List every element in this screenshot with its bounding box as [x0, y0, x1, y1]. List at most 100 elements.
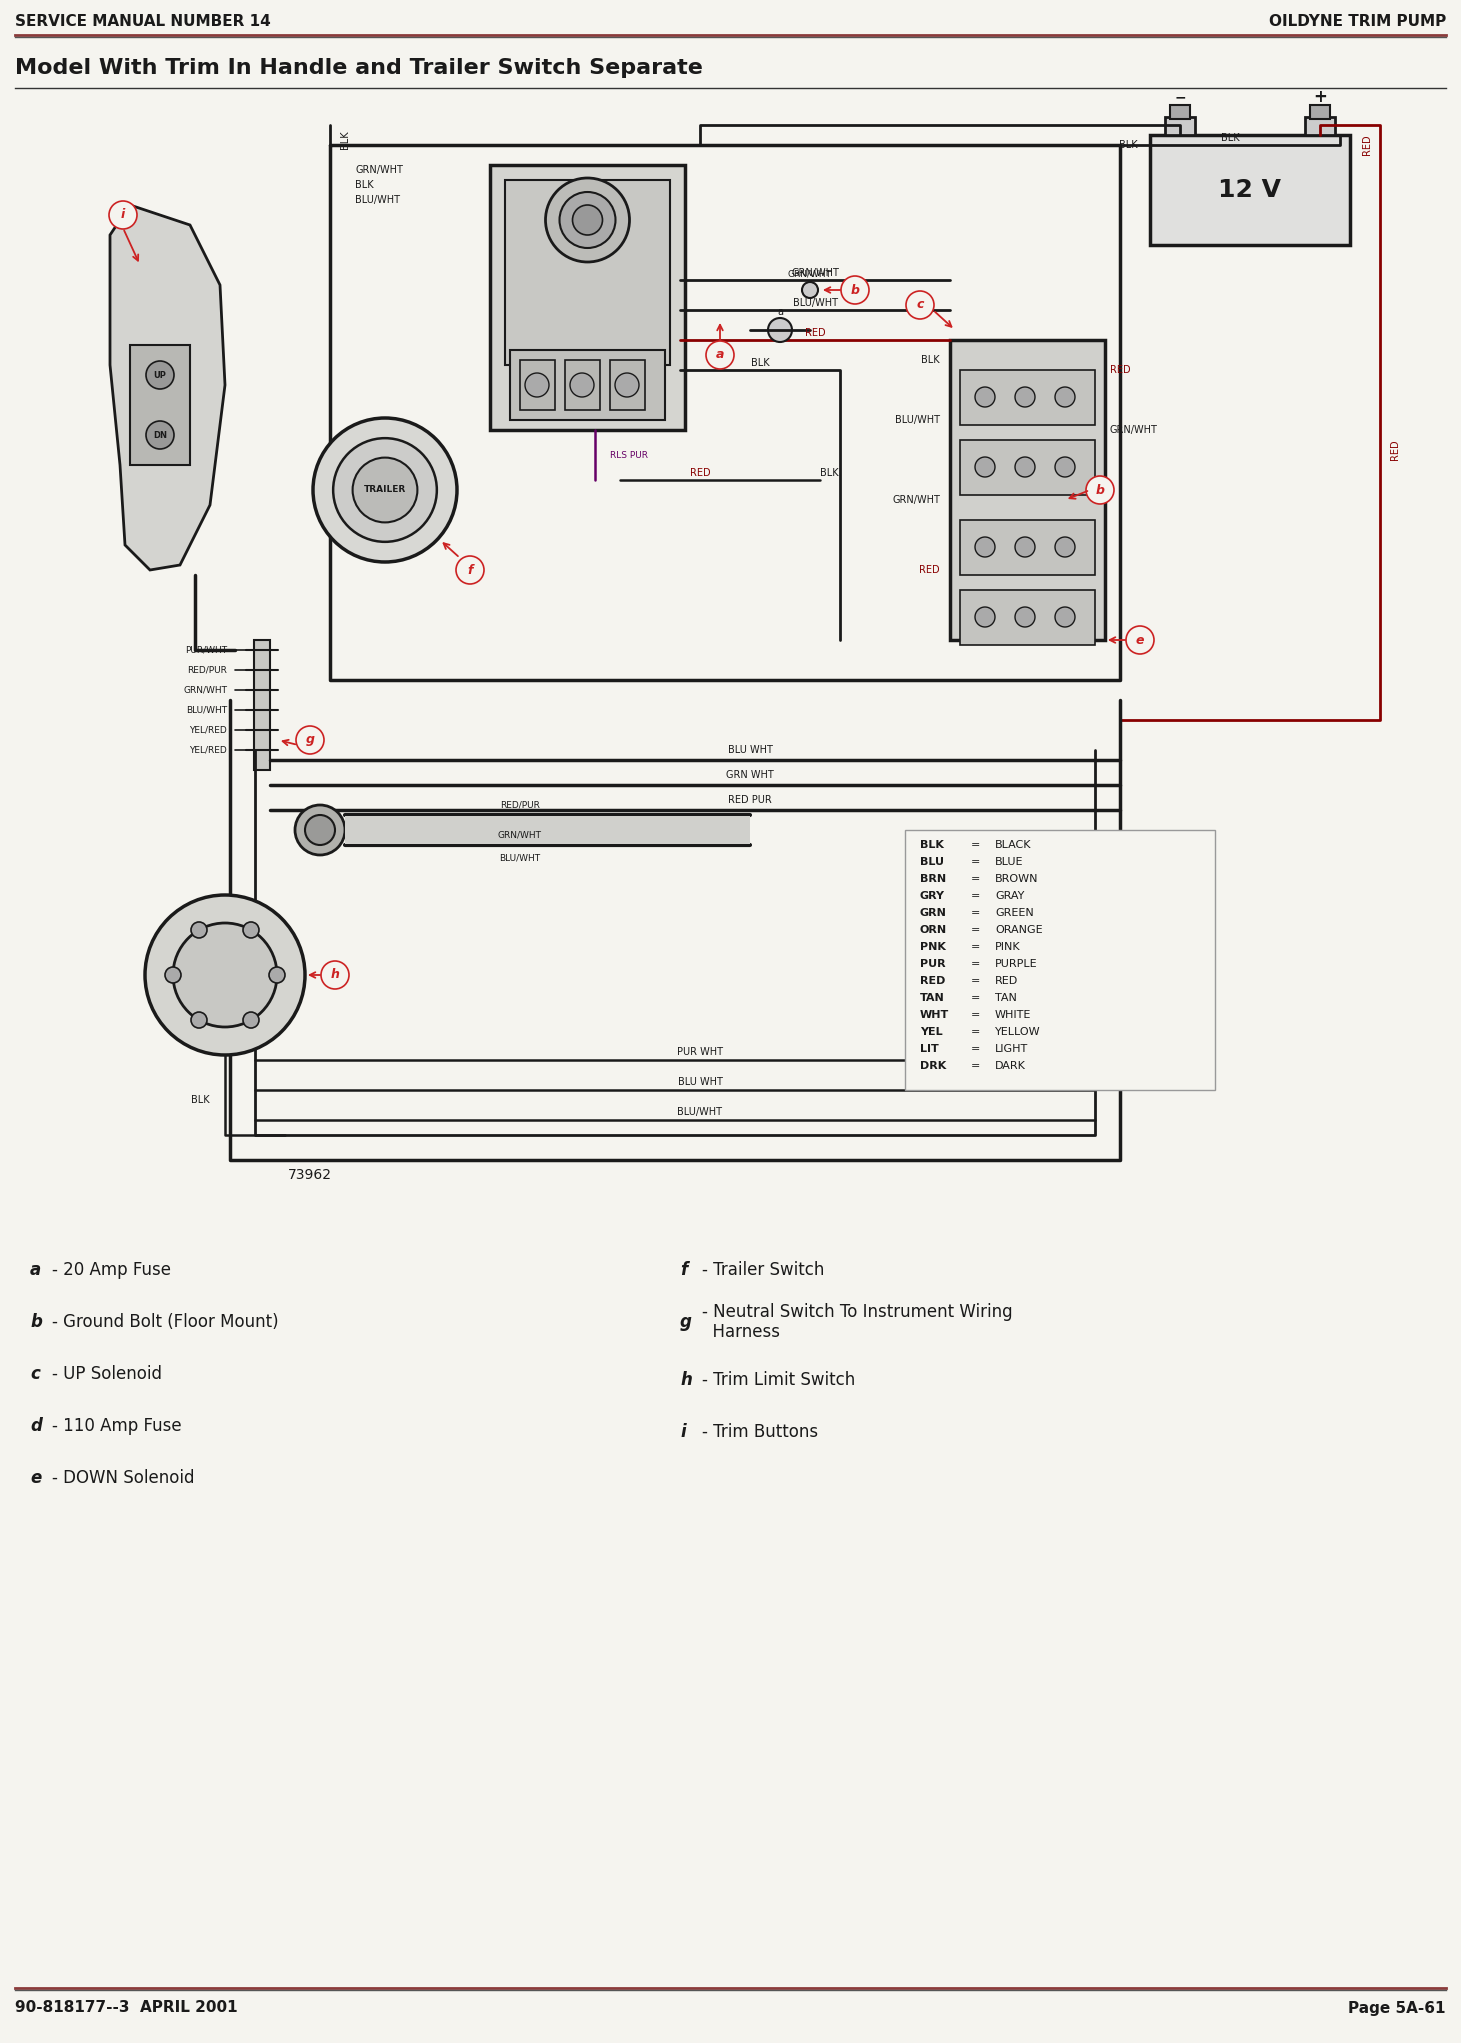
- Text: RED: RED: [1110, 366, 1131, 376]
- Text: h: h: [330, 968, 339, 981]
- Text: BLU WHT: BLU WHT: [728, 746, 773, 756]
- Text: GRN/WHT: GRN/WHT: [787, 270, 831, 278]
- Circle shape: [243, 1011, 259, 1028]
- Circle shape: [768, 319, 792, 341]
- Text: TRAILER: TRAILER: [364, 486, 406, 494]
- Circle shape: [165, 966, 181, 983]
- Circle shape: [1015, 386, 1034, 407]
- Text: TAN: TAN: [920, 993, 945, 1003]
- Text: e: e: [1135, 633, 1144, 646]
- Circle shape: [1055, 458, 1075, 476]
- Text: =: =: [970, 977, 980, 987]
- Text: =: =: [970, 942, 980, 952]
- Circle shape: [1086, 476, 1113, 505]
- Bar: [904, 829, 1216, 1091]
- Text: b: b: [1096, 484, 1105, 496]
- Text: =: =: [970, 874, 980, 885]
- Text: a: a: [777, 306, 783, 317]
- Text: WHT: WHT: [920, 1009, 950, 1019]
- Circle shape: [974, 607, 995, 627]
- Polygon shape: [110, 204, 225, 570]
- Bar: [960, 370, 1094, 425]
- Circle shape: [706, 341, 733, 370]
- Text: GRN/WHT: GRN/WHT: [1110, 425, 1159, 435]
- Text: g: g: [305, 733, 314, 746]
- Bar: [345, 815, 749, 844]
- Text: 90-818177--3  APRIL 2001: 90-818177--3 APRIL 2001: [15, 2000, 238, 2016]
- Text: =: =: [970, 907, 980, 917]
- Text: PUR WHT: PUR WHT: [676, 1046, 723, 1056]
- Text: GRN WHT: GRN WHT: [726, 770, 774, 780]
- Text: BLU/WHT: BLU/WHT: [792, 298, 837, 308]
- Circle shape: [1015, 458, 1034, 476]
- Text: BLU/WHT: BLU/WHT: [355, 194, 400, 204]
- Text: =: =: [970, 840, 980, 850]
- Text: PURPLE: PURPLE: [995, 958, 1037, 968]
- Text: YEL/RED: YEL/RED: [190, 725, 226, 735]
- Circle shape: [906, 290, 934, 319]
- Text: - Trim Buttons: - Trim Buttons: [701, 1424, 818, 1440]
- Text: BLK: BLK: [191, 1095, 210, 1105]
- Text: GRN: GRN: [920, 907, 947, 917]
- Bar: [611, 360, 644, 411]
- Text: GRN/WHT: GRN/WHT: [893, 494, 939, 505]
- Text: 73962: 73962: [288, 1169, 332, 1183]
- Text: BLUE: BLUE: [995, 856, 1024, 866]
- Text: =: =: [970, 925, 980, 936]
- Text: RED: RED: [690, 468, 710, 478]
- Circle shape: [1055, 537, 1075, 558]
- Bar: [960, 521, 1094, 574]
- Circle shape: [570, 374, 595, 396]
- Text: GRN/WHT: GRN/WHT: [790, 268, 839, 278]
- Text: h: h: [679, 1371, 693, 1389]
- Circle shape: [321, 960, 349, 989]
- Circle shape: [146, 421, 174, 449]
- Text: =: =: [970, 1028, 980, 1038]
- Text: DARK: DARK: [995, 1060, 1026, 1071]
- Text: - 110 Amp Fuse: - 110 Amp Fuse: [53, 1418, 181, 1434]
- Text: +: +: [1313, 88, 1327, 106]
- Bar: [1150, 135, 1350, 245]
- Circle shape: [269, 966, 285, 983]
- Circle shape: [615, 374, 638, 396]
- Text: - Ground Bolt (Floor Mount): - Ground Bolt (Floor Mount): [53, 1314, 279, 1330]
- Text: BLK: BLK: [1221, 133, 1239, 143]
- Text: BLU: BLU: [920, 856, 944, 866]
- Text: YELLOW: YELLOW: [995, 1028, 1040, 1038]
- Bar: [130, 345, 190, 466]
- Bar: [960, 590, 1094, 646]
- Text: i: i: [121, 208, 126, 221]
- Text: BLK: BLK: [820, 468, 839, 478]
- Circle shape: [313, 419, 457, 562]
- Circle shape: [191, 1011, 207, 1028]
- Text: 12 V: 12 V: [1218, 178, 1281, 202]
- Text: RED: RED: [919, 566, 939, 574]
- Circle shape: [842, 276, 869, 304]
- Bar: [1164, 116, 1195, 135]
- Bar: [254, 639, 270, 770]
- Text: b: b: [850, 284, 859, 296]
- Text: - 20 Amp Fuse: - 20 Amp Fuse: [53, 1261, 171, 1279]
- Text: - DOWN Solenoid: - DOWN Solenoid: [53, 1469, 194, 1487]
- Text: PUR/WHT: PUR/WHT: [186, 646, 226, 654]
- Text: LIT: LIT: [920, 1044, 939, 1054]
- Text: =: =: [970, 1009, 980, 1019]
- Text: RED: RED: [1362, 135, 1372, 155]
- Circle shape: [297, 725, 324, 754]
- Text: f: f: [468, 564, 473, 576]
- Circle shape: [456, 556, 484, 584]
- Text: DN: DN: [153, 431, 167, 439]
- Circle shape: [295, 805, 345, 856]
- Text: Model With Trim In Handle and Trailer Switch Separate: Model With Trim In Handle and Trailer Sw…: [15, 57, 703, 78]
- Circle shape: [573, 204, 602, 235]
- Text: - Neutral Switch To Instrument Wiring
  Harness: - Neutral Switch To Instrument Wiring Ha…: [701, 1303, 1012, 1342]
- Circle shape: [243, 921, 259, 938]
- Text: c: c: [31, 1365, 39, 1383]
- Text: BLK: BLK: [751, 358, 770, 368]
- Text: BLU/WHT: BLU/WHT: [500, 854, 541, 862]
- Bar: [1170, 104, 1191, 118]
- Text: a: a: [31, 1261, 41, 1279]
- Text: =: =: [970, 958, 980, 968]
- Text: UP: UP: [153, 370, 167, 380]
- Circle shape: [545, 178, 630, 262]
